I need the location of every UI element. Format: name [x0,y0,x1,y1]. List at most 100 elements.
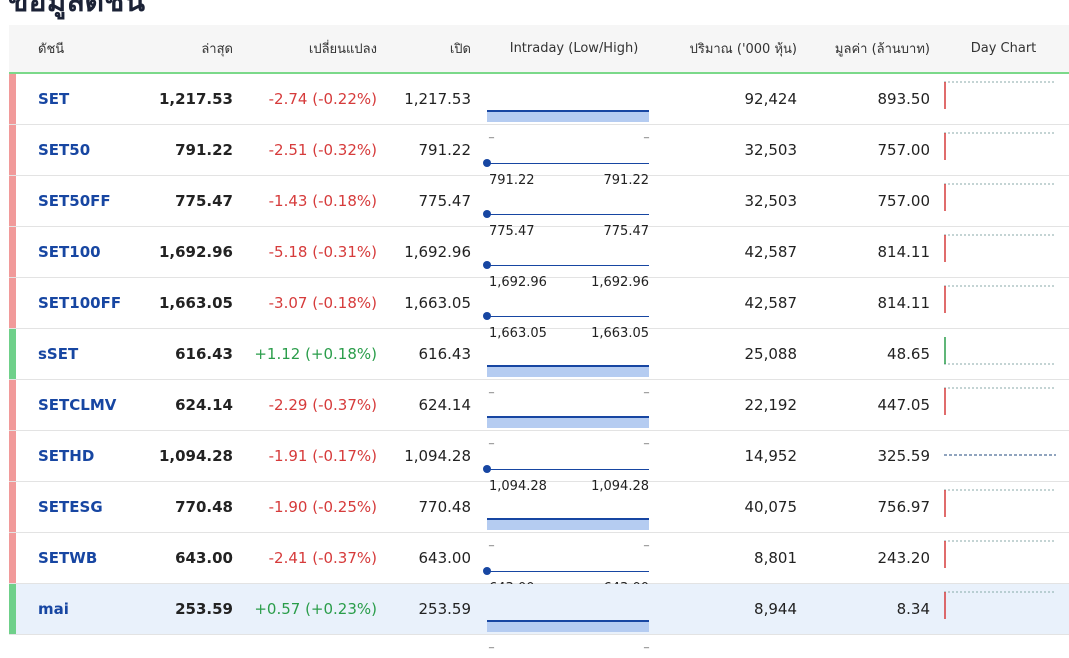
col-header-index[interactable]: ดัชนี [9,25,135,74]
day-chart-cell[interactable] [938,430,1069,482]
index-name-cell: SETESG [9,481,135,533]
day-chart-cell[interactable] [938,328,1069,380]
index-name-link[interactable]: SET100FF [38,294,122,312]
volume: 22,192 [669,379,805,431]
day-chart-sparkline [944,489,1056,517]
index-name-cell: SET50 [9,124,135,176]
day-chart-cell[interactable] [938,226,1069,278]
index-name-link[interactable]: sSET [38,345,79,363]
index-name-link[interactable]: SETCLMV [38,396,117,414]
intraday-range-band [487,620,649,632]
col-header-daychart: Day Chart [938,25,1069,74]
open-price: 1,663.05 [385,277,479,329]
price-change: +0.57 (+0.23%) [241,583,385,635]
index-name-cell: SETHD [9,430,135,482]
table-row[interactable]: SET100FF 1,663.05 -3.07 (-0.18%) 1,663.0… [9,277,1069,341]
index-name-link[interactable]: SETESG [38,498,103,516]
index-name-link[interactable]: SET100 [38,243,101,261]
last-price: 253.59 [135,583,241,635]
index-name-cell: mai [9,583,135,635]
volume: 42,587 [669,226,805,278]
col-header-last[interactable]: ล่าสุด [135,25,241,74]
last-price: 791.22 [135,124,241,176]
table-row[interactable]: SETCLMV 624.14 -2.29 (-0.37%) 624.14 _ _… [9,379,1069,445]
index-name-cell: SET50FF [9,175,135,227]
intraday-range-line [487,316,649,317]
intraday-cell: 791.22 791.22 [479,124,669,188]
day-chart-cell[interactable] [938,379,1069,431]
index-name-link[interactable]: SET [38,90,70,108]
day-chart-cell[interactable] [938,481,1069,533]
table-row[interactable]: SETHD 1,094.28 -1.91 (-0.17%) 1,094.28 1… [9,430,1069,494]
price-change: -1.43 (-0.18%) [241,175,385,227]
value: 814.11 [805,277,938,329]
volume: 40,075 [669,481,805,533]
table-row[interactable]: mai 253.59 +0.57 (+0.23%) 253.59 _ _ 8,9… [9,583,1069,649]
table-row[interactable]: SETWB 643.00 -2.41 (-0.37%) 643.00 643.0… [9,532,1069,596]
value: 757.00 [805,175,938,227]
open-price: 1,692.96 [385,226,479,278]
day-chart-sparkline [944,454,1056,456]
table-row[interactable]: SET50FF 775.47 -1.43 (-0.18%) 775.47 775… [9,175,1069,239]
index-name-link[interactable]: SETHD [38,447,95,465]
table-row[interactable]: SET100 1,692.96 -5.18 (-0.31%) 1,692.96 … [9,226,1069,290]
price-change: -3.07 (-0.18%) [241,277,385,329]
last-price: 770.48 [135,481,241,533]
intraday-marker [483,261,491,269]
open-price: 643.00 [385,532,479,584]
change-direction-bar [9,176,16,226]
col-header-change[interactable]: เปลี่ยนแปลง [241,25,385,74]
index-name-link[interactable]: SETWB [38,549,98,567]
change-direction-bar [9,227,16,277]
intraday-cell: _ _ [479,328,669,394]
last-price: 643.00 [135,532,241,584]
intraday-cell: 775.47 775.47 [479,175,669,239]
day-chart-cell[interactable] [938,73,1069,125]
day-chart-cell[interactable] [938,532,1069,584]
last-price: 1,663.05 [135,277,241,329]
intraday-range-line [487,469,649,470]
table-row[interactable]: SETESG 770.48 -1.90 (-0.25%) 770.48 _ _ … [9,481,1069,547]
last-price: 1,217.53 [135,73,241,125]
index-name-cell: SETCLMV [9,379,135,431]
volume: 8,944 [669,583,805,635]
table-row[interactable]: SET50 791.22 -2.51 (-0.32%) 791.22 791.2… [9,124,1069,188]
open-price: 791.22 [385,124,479,176]
col-header-volume[interactable]: ปริมาณ ('000 หุ้น) [669,25,805,74]
open-price: 624.14 [385,379,479,431]
col-header-open[interactable]: เปิด [385,25,479,74]
day-chart-cell[interactable] [938,277,1069,329]
intraday-range-band [487,518,649,530]
change-direction-bar [9,533,16,583]
index-name-cell: SET100FF [9,277,135,329]
price-change: -2.29 (-0.37%) [241,379,385,431]
page-title: ข้อมูลดัชนี [8,0,146,19]
change-direction-bar [9,74,16,124]
index-name-link[interactable]: SET50 [38,141,91,159]
last-price: 1,094.28 [135,430,241,482]
value: 8.34 [805,583,938,635]
value: 243.20 [805,532,938,584]
volume: 25,088 [669,328,805,380]
index-name-link[interactable]: mai [38,600,69,618]
last-price: 616.43 [135,328,241,380]
intraday-cell: _ _ [479,379,669,445]
day-chart-cell[interactable] [938,175,1069,227]
change-direction-bar [9,584,16,634]
day-chart-cell[interactable] [938,583,1069,635]
index-name-cell: sSET [9,328,135,380]
intraday-marker [483,567,491,575]
value: 325.59 [805,430,938,482]
table-row[interactable]: SET 1,217.53 -2.74 (-0.22%) 1,217.53 _ _… [9,73,1069,139]
col-header-intraday[interactable]: Intraday (Low/High) [479,25,669,74]
col-header-value[interactable]: มูลค่า (ล้านบาท) [805,25,938,74]
intraday-cell: 643.00 643.00 [479,532,669,596]
value: 48.65 [805,328,938,380]
index-name-link[interactable]: SET50FF [38,192,111,210]
intraday-range-line [487,163,649,164]
table-row[interactable]: sSET 616.43 +1.12 (+0.18%) 616.43 _ _ 25… [9,328,1069,394]
index-table: ดัชนี ล่าสุด เปลี่ยนแปลง เปิด Intraday (… [9,25,1069,649]
open-price: 616.43 [385,328,479,380]
day-chart-cell[interactable] [938,124,1069,176]
last-price: 775.47 [135,175,241,227]
